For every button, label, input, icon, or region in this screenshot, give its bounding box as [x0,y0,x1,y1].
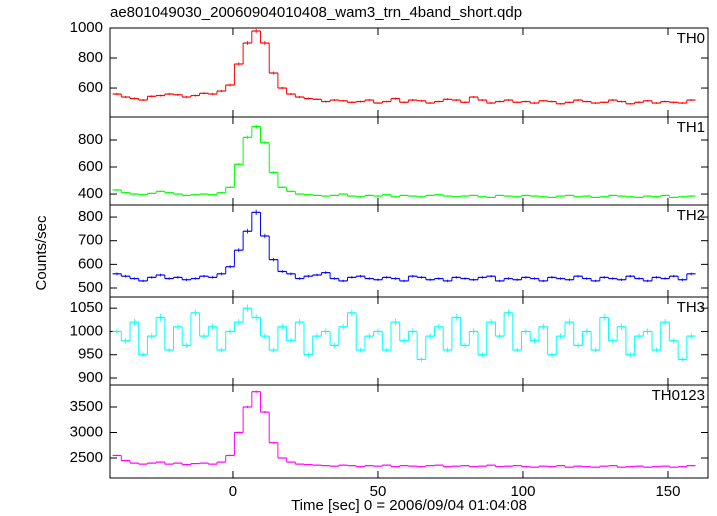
y-tick-label: 600 [78,158,103,175]
y-tick-label: 3000 [70,423,103,440]
y-tick-label: 1000 [70,322,103,339]
panel-label: TH3 [677,299,705,316]
panel-label: TH0123 [652,387,705,404]
y-tick-label: 600 [78,255,103,272]
y-tick-label: 900 [78,369,103,386]
y-tick-label: 400 [78,185,103,202]
panel-frame [109,116,709,206]
y-tick-label: 2500 [70,449,103,466]
y-tick-label: 500 [78,279,103,296]
y-tick-label: 1050 [70,299,103,316]
y-tick-label: 800 [78,131,103,148]
y-tick-label: 800 [78,49,103,66]
panel-label: TH0 [677,30,705,47]
x-tick-label: 50 [370,483,387,500]
panel-frame [109,296,709,386]
x-axis-label: Time [sec] 0 = 2006/09/04 01:04:08 [291,497,527,514]
x-tick-label: 100 [510,483,535,500]
x-tick-label: 0 [229,483,237,500]
y-tick-label: 600 [78,79,103,96]
y-tick-label: 3500 [70,398,103,415]
panel-label: TH2 [677,207,705,224]
panel-frame [109,204,709,298]
y-tick-label: 800 [78,208,103,225]
y-axis-label: Counts/sec [33,215,50,291]
y-tick-label: 1000 [70,19,103,36]
chart-title: ae801049030_20060904010408_wam3_trn_4ban… [110,4,522,21]
panel-frame [109,27,709,118]
x-tick-label: 150 [655,483,680,500]
panel-label: TH1 [677,119,705,136]
panel-frame [109,384,709,479]
y-tick-label: 950 [78,346,103,363]
y-tick-label: 700 [78,232,103,249]
